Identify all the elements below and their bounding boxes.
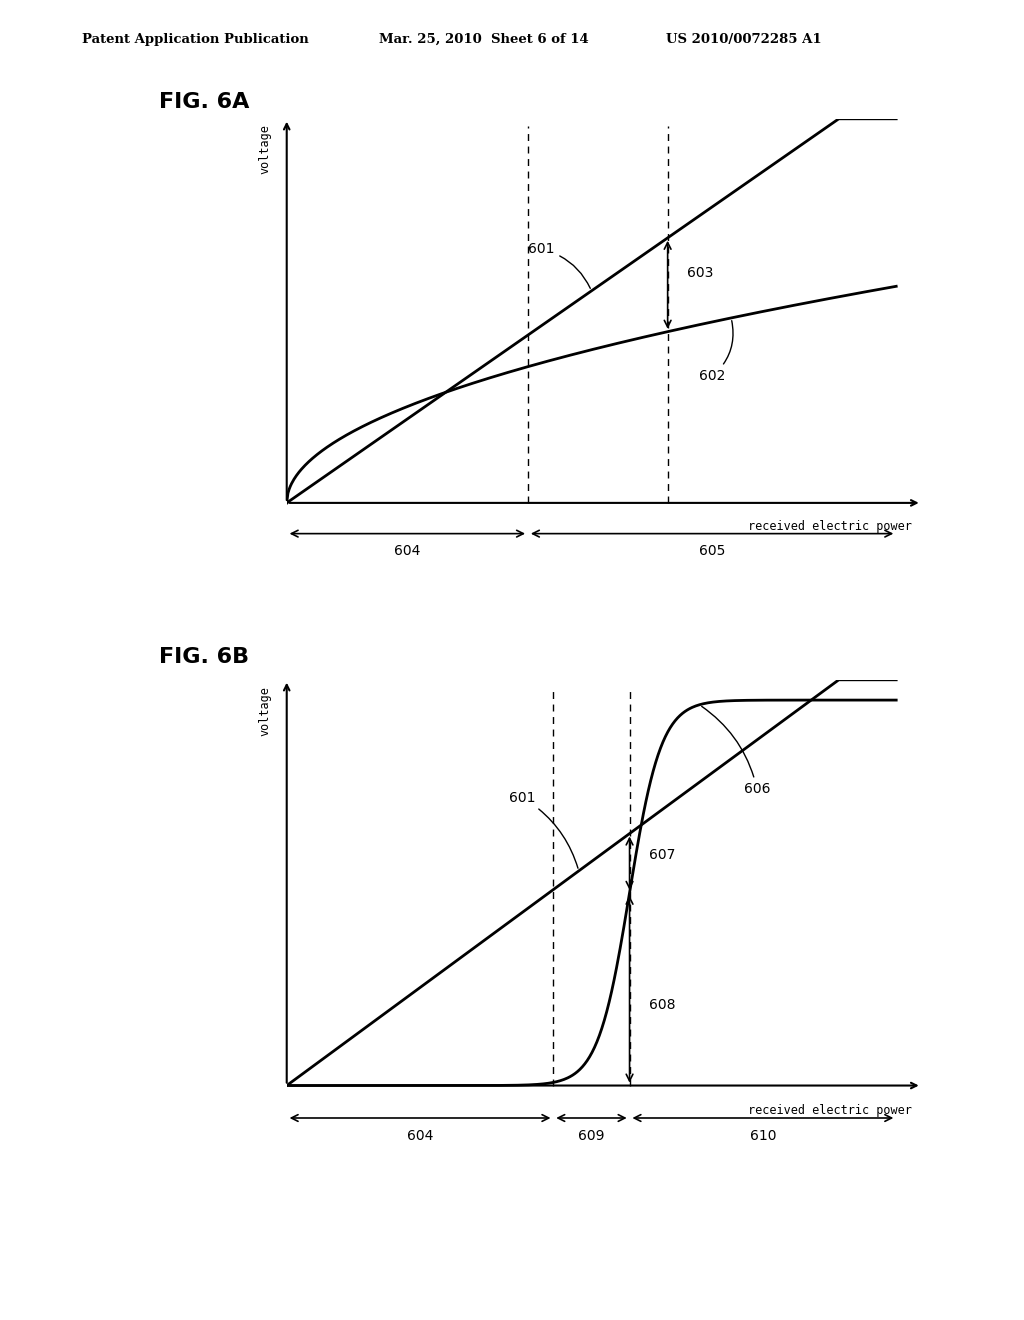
Text: 610: 610 bbox=[750, 1130, 776, 1143]
Text: 604: 604 bbox=[394, 544, 421, 558]
Text: voltage: voltage bbox=[258, 686, 271, 735]
Text: Patent Application Publication: Patent Application Publication bbox=[82, 33, 308, 46]
Text: 605: 605 bbox=[699, 544, 725, 558]
Text: 606: 606 bbox=[701, 706, 770, 796]
Text: 607: 607 bbox=[648, 849, 675, 862]
Text: 603: 603 bbox=[687, 267, 713, 280]
Text: US 2010/0072285 A1: US 2010/0072285 A1 bbox=[666, 33, 821, 46]
Text: 608: 608 bbox=[648, 998, 675, 1012]
Text: received electric power: received electric power bbox=[749, 1104, 912, 1117]
Text: voltage: voltage bbox=[258, 124, 271, 174]
Text: FIG. 6A: FIG. 6A bbox=[159, 92, 249, 112]
Text: FIG. 6B: FIG. 6B bbox=[159, 647, 249, 667]
Text: 602: 602 bbox=[699, 321, 733, 383]
Text: 601: 601 bbox=[509, 791, 578, 869]
Text: Mar. 25, 2010  Sheet 6 of 14: Mar. 25, 2010 Sheet 6 of 14 bbox=[379, 33, 589, 46]
Text: 604: 604 bbox=[407, 1130, 433, 1143]
Text: 609: 609 bbox=[579, 1130, 605, 1143]
Text: received electric power: received electric power bbox=[749, 520, 912, 533]
Text: 601: 601 bbox=[528, 243, 590, 288]
